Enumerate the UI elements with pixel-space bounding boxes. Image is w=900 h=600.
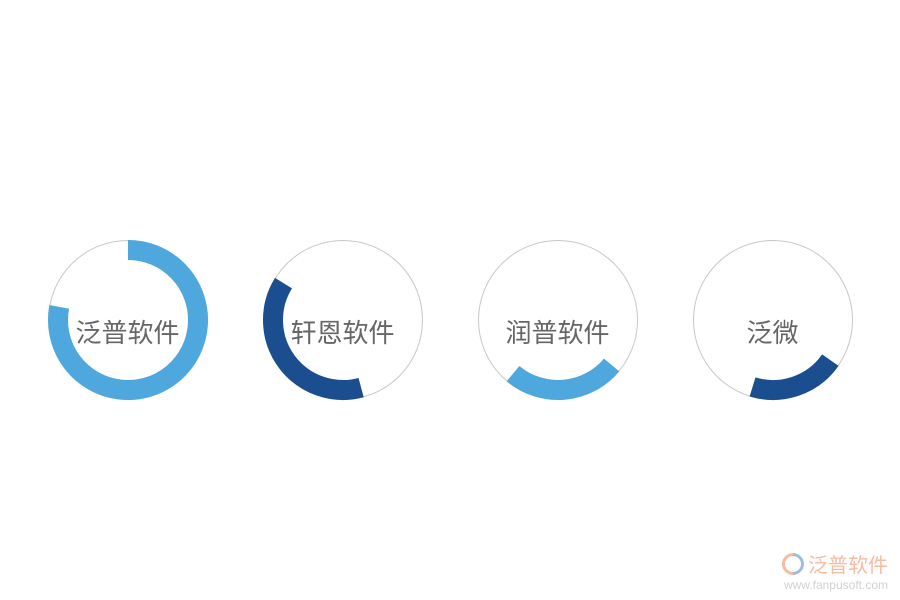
donut-item-1: 轩恩软件: [253, 230, 433, 410]
donut-label: 轩恩软件: [290, 317, 394, 351]
watermark: 泛普软件 www.fanpusoft.com: [782, 549, 888, 592]
watermark-logo-icon: [777, 548, 808, 579]
donut-label: 润普软件: [505, 317, 609, 351]
donut-label: 泛微: [746, 317, 798, 351]
donut-item-2: 润普软件: [468, 230, 648, 410]
donut-label: 泛普软件: [75, 317, 179, 351]
donut-arc: [752, 360, 830, 390]
donut-row: 泛普软件 轩恩软件 润普软件 泛微: [0, 0, 900, 600]
donut-item-3: 泛微: [683, 230, 863, 410]
watermark-url: www.fanpusoft.com: [784, 578, 888, 592]
watermark-brand: 泛普软件: [808, 549, 888, 578]
donut-arc: [513, 365, 612, 390]
donut-item-0: 泛普软件: [38, 230, 218, 410]
